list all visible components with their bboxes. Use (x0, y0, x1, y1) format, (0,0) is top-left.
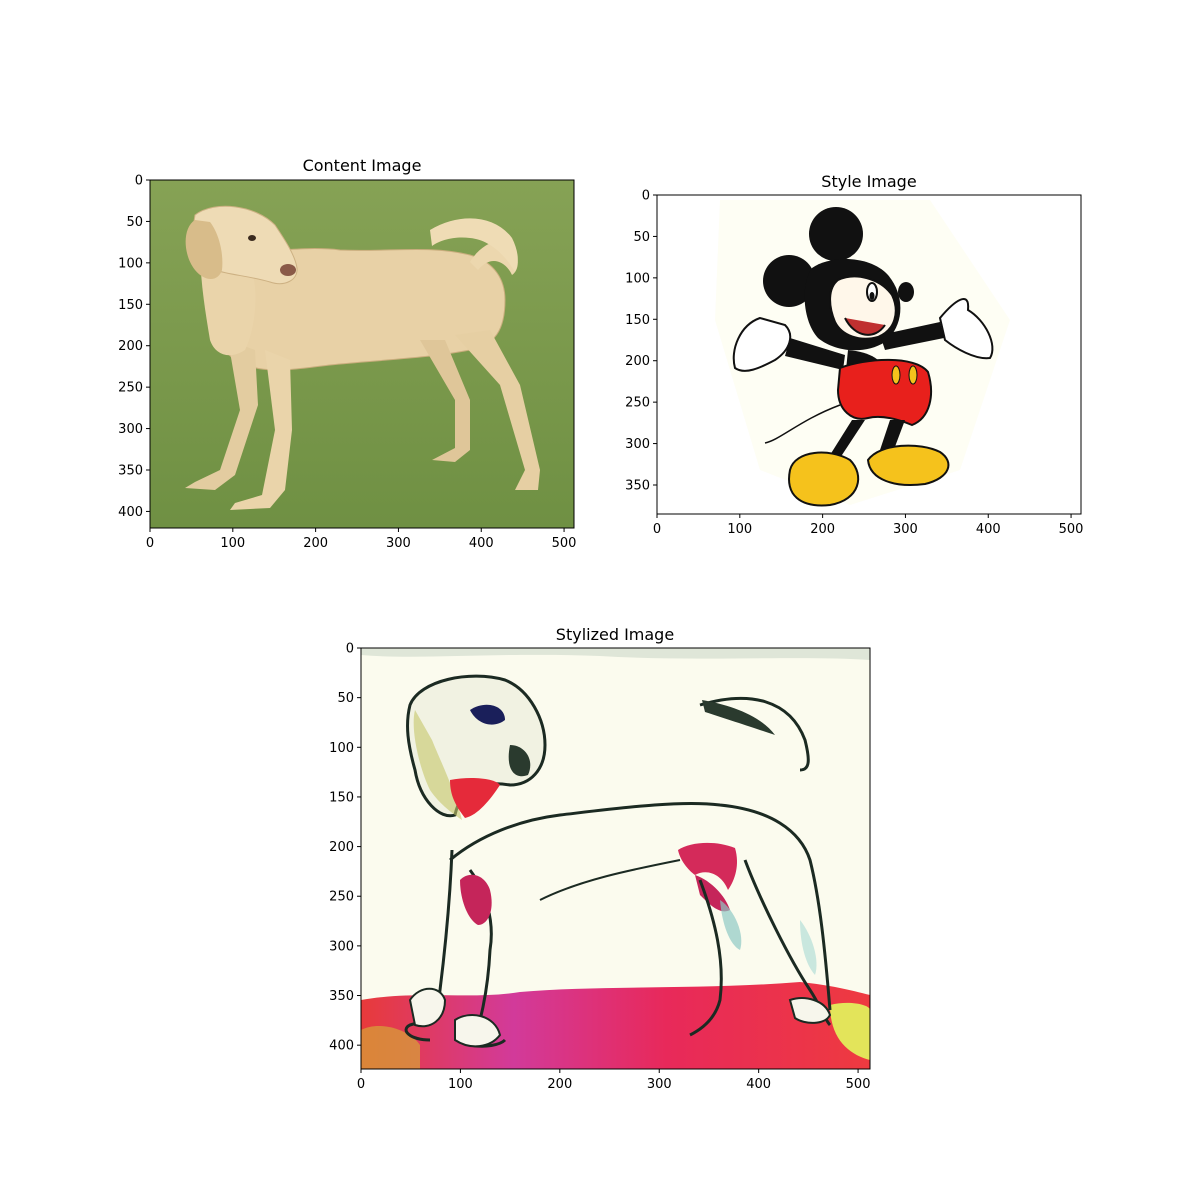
style-axes-frame (656, 194, 1082, 515)
style-panel: Style Image (625, 172, 1083, 537)
content-y-tick-label: 150 (118, 298, 143, 313)
style-title: Style Image (821, 172, 916, 191)
content-axes: 0 100 200 300 400 500 0 50 100 150 200 250 300 350 400 (118, 174, 576, 552)
style-y-tick-label: 200 (625, 354, 650, 369)
stylized-x-tick-label: 400 (746, 1077, 771, 1092)
content-x-tick-label: 300 (386, 536, 411, 551)
stylized-y-tick-label: 400 (329, 1039, 354, 1054)
content-y-tick-label: 100 (118, 256, 143, 271)
content-image (150, 180, 574, 528)
stylized-x-tick-label: 0 (357, 1077, 365, 1092)
content-y-tick-label: 200 (118, 339, 143, 354)
style-y-tick-label: 0 (642, 189, 650, 204)
style-axes: 0 100 200 300 400 500 0 50 100 150 200 250 300 350 (625, 189, 1083, 538)
stylized-x-tick-label: 100 (448, 1077, 473, 1092)
stylized-axes-frame (360, 647, 871, 1070)
style-y-tick-label: 350 (625, 479, 650, 494)
stylized-x-tick-label: 300 (647, 1077, 672, 1092)
stylized-y-tick-label: 350 (329, 989, 354, 1004)
content-y-tick-label: 350 (118, 464, 143, 479)
content-x-tick-label: 400 (469, 536, 494, 551)
style-y-tick-label: 50 (633, 230, 650, 245)
content-y-tick-label: 400 (118, 505, 143, 520)
style-x-tick-label: 300 (893, 522, 918, 537)
stylized-panel: Stylized Image (329, 625, 871, 1093)
stylized-y-tick-label: 0 (346, 642, 354, 657)
content-title: Content Image (303, 156, 422, 175)
stylized-y-tick-label: 250 (329, 890, 354, 905)
content-x-tick-label: 0 (146, 536, 154, 551)
content-y-tick-label: 0 (135, 174, 143, 189)
content-y-tick-label: 250 (118, 381, 143, 396)
style-image (657, 195, 1081, 514)
content-x-tick-label: 100 (220, 536, 245, 551)
content-x-tick-label: 500 (552, 536, 577, 551)
style-y-tick-label: 150 (625, 313, 650, 328)
stylized-x-tick-label: 500 (846, 1077, 871, 1092)
stylized-y-tick-label: 100 (329, 741, 354, 756)
stylized-y-tick-label: 300 (329, 939, 354, 954)
style-x-tick-label: 200 (810, 522, 835, 537)
stylized-title: Stylized Image (556, 625, 674, 644)
stylized-y-tick-label: 50 (337, 691, 354, 706)
style-x-tick-label: 500 (1059, 522, 1084, 537)
content-y-tick-label: 300 (118, 422, 143, 437)
style-y-tick-label: 250 (625, 396, 650, 411)
style-y-tick-label: 300 (625, 437, 650, 452)
stylized-image (361, 648, 870, 1069)
content-x-tick-label: 200 (303, 536, 328, 551)
stylized-y-tick-label: 200 (329, 840, 354, 855)
style-x-tick-label: 400 (976, 522, 1001, 537)
style-x-tick-label: 100 (727, 522, 752, 537)
stylized-y-tick-label: 150 (329, 790, 354, 805)
stylized-axes: 0 100 200 300 400 500 0 50 100 150 200 250 300 350 400 (329, 642, 870, 1093)
content-axes-frame (149, 179, 575, 529)
style-x-tick-label: 0 (653, 522, 661, 537)
content-y-tick-label: 50 (126, 215, 143, 230)
stylized-x-tick-label: 200 (547, 1077, 572, 1092)
style-y-tick-label: 100 (625, 271, 650, 286)
